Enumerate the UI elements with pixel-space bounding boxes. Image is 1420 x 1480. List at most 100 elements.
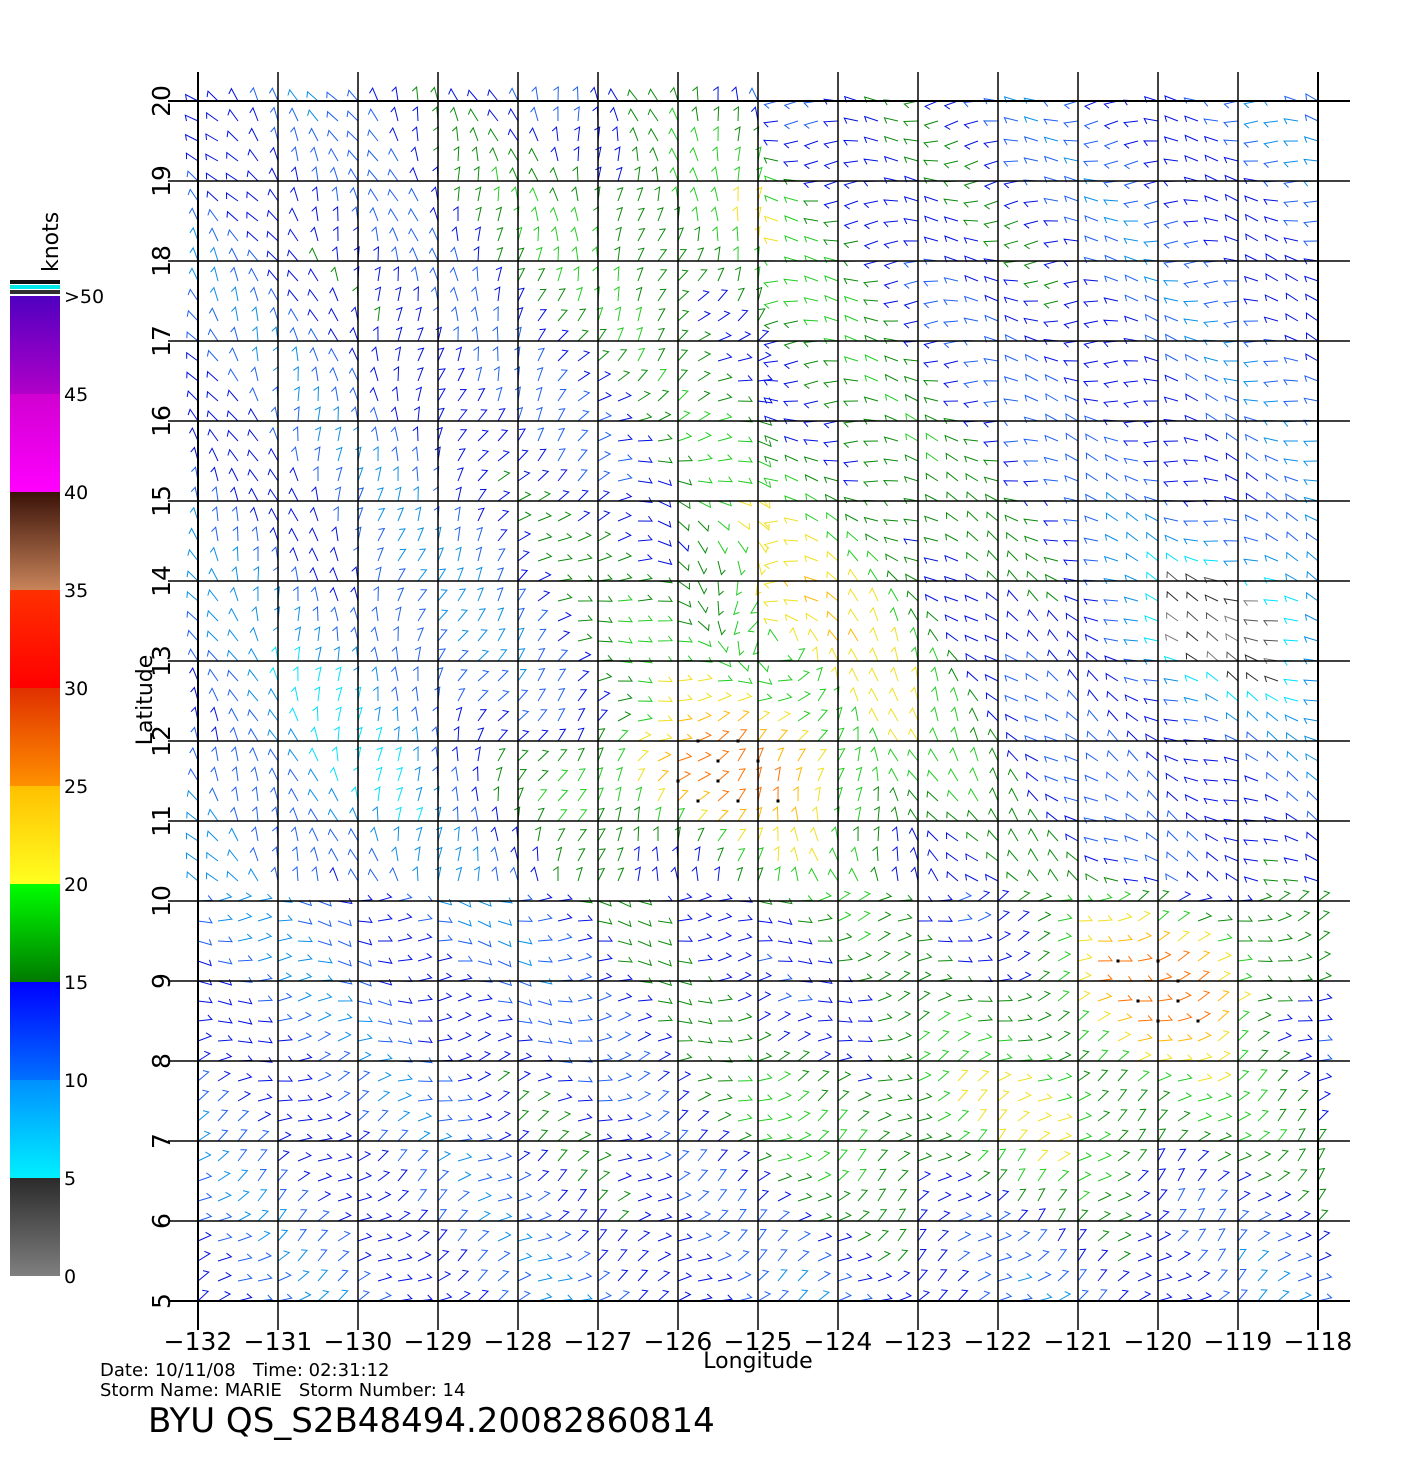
wind-barb xyxy=(997,974,1013,982)
wind-barb xyxy=(1283,140,1299,147)
wind-barb xyxy=(397,548,407,562)
wind-barb xyxy=(1204,374,1219,382)
wind-barb xyxy=(986,591,999,602)
wind-barb xyxy=(417,953,433,962)
wind-barb xyxy=(437,589,448,602)
wind-barb xyxy=(1164,374,1179,382)
wind-barb xyxy=(497,940,512,948)
colorbar-tick-label: 15 xyxy=(64,972,88,994)
wind-barb xyxy=(943,198,959,205)
wind-barb xyxy=(616,166,623,182)
wind-barb xyxy=(944,255,959,263)
wind-barb xyxy=(437,934,454,942)
wind-barb xyxy=(1157,1168,1167,1182)
wind-barb xyxy=(237,1129,248,1142)
colorbar-band xyxy=(10,296,60,394)
wind-barb xyxy=(1077,1229,1088,1242)
wind-barb xyxy=(329,166,339,182)
wind-barb xyxy=(783,360,799,370)
wind-barb xyxy=(1265,532,1279,542)
wind-barb xyxy=(697,790,711,802)
wind-barb xyxy=(357,979,372,987)
wind-barb xyxy=(570,226,579,242)
wind-barb xyxy=(863,158,879,165)
wind-barb xyxy=(1123,380,1139,388)
wind-barb xyxy=(903,217,919,225)
wind-barb xyxy=(1004,694,1019,702)
wind-barb xyxy=(843,220,859,230)
wind-barb xyxy=(697,477,713,484)
wind-barb xyxy=(870,866,879,882)
wind-barb xyxy=(615,806,622,822)
wind-barb xyxy=(356,467,364,482)
wind-barb xyxy=(1043,478,1059,485)
wind-barb xyxy=(717,1036,733,1043)
wind-barb xyxy=(717,267,725,282)
wind-barb xyxy=(847,588,859,602)
wind-barb xyxy=(977,1014,994,1022)
wind-barb xyxy=(826,550,839,562)
wind-barb xyxy=(497,567,505,582)
wind-barb xyxy=(417,1112,433,1122)
wind-barb xyxy=(257,932,273,942)
wind-barb xyxy=(1297,1252,1313,1262)
wind-barb xyxy=(249,386,259,402)
wind-barb xyxy=(417,933,433,942)
latitude-tick-label: 17 xyxy=(147,325,176,357)
wind-barb xyxy=(1106,690,1119,702)
wind-barb xyxy=(1184,353,1199,362)
wind-barb xyxy=(227,448,239,462)
wind-barb xyxy=(226,870,239,882)
wind-barb xyxy=(395,746,402,762)
wind-barb xyxy=(390,406,399,422)
wind-barb xyxy=(907,728,919,742)
wind-barb xyxy=(557,369,569,382)
wind-barb xyxy=(1017,950,1031,962)
wind-barb xyxy=(493,306,499,322)
wind-barb xyxy=(374,306,381,322)
wind-barb xyxy=(187,548,199,562)
wind-barb xyxy=(1245,752,1259,762)
wind-barb xyxy=(904,393,919,402)
wind-barb xyxy=(553,86,559,102)
wind-barb xyxy=(237,1037,253,1044)
wind-barb xyxy=(557,309,569,322)
wind-barb xyxy=(1083,398,1099,405)
wind-barb xyxy=(1224,854,1239,862)
wind-barb xyxy=(597,867,606,882)
wind-barb xyxy=(1037,970,1051,982)
wind-barb xyxy=(1157,1252,1173,1262)
wind-barb xyxy=(357,998,373,1006)
wind-barb xyxy=(697,827,705,842)
wind-barb xyxy=(763,397,779,404)
wind-barb xyxy=(946,491,959,502)
wind-barb xyxy=(477,727,485,742)
wind-barb xyxy=(326,91,339,102)
wind-barb xyxy=(352,285,359,302)
wind-barb xyxy=(1257,1030,1271,1042)
wind-barb xyxy=(677,1212,693,1222)
wind-barb xyxy=(577,615,594,622)
wind-barb xyxy=(577,1014,593,1022)
wind-barb xyxy=(757,1269,770,1282)
wind-barb xyxy=(277,915,294,922)
wind-barb xyxy=(334,486,342,502)
wind-barb xyxy=(477,1192,492,1202)
wind-barb xyxy=(417,327,424,342)
wind-barb xyxy=(783,517,799,524)
wind-barb xyxy=(1183,199,1199,206)
wind-barb xyxy=(637,994,653,1002)
wind-barb xyxy=(357,1251,372,1262)
wind-barb xyxy=(377,1036,393,1043)
wind-barb xyxy=(1244,213,1259,222)
wind-barb xyxy=(637,636,653,643)
wind-barb xyxy=(823,459,839,466)
wind-barb xyxy=(557,668,567,682)
wind-barb xyxy=(1283,879,1299,886)
wind-barb xyxy=(457,1269,470,1282)
wind-barb xyxy=(317,939,333,946)
wind-barb xyxy=(333,406,339,422)
wind-barb xyxy=(837,954,853,962)
wind-barb xyxy=(964,594,979,602)
wind-barb xyxy=(1063,519,1079,526)
